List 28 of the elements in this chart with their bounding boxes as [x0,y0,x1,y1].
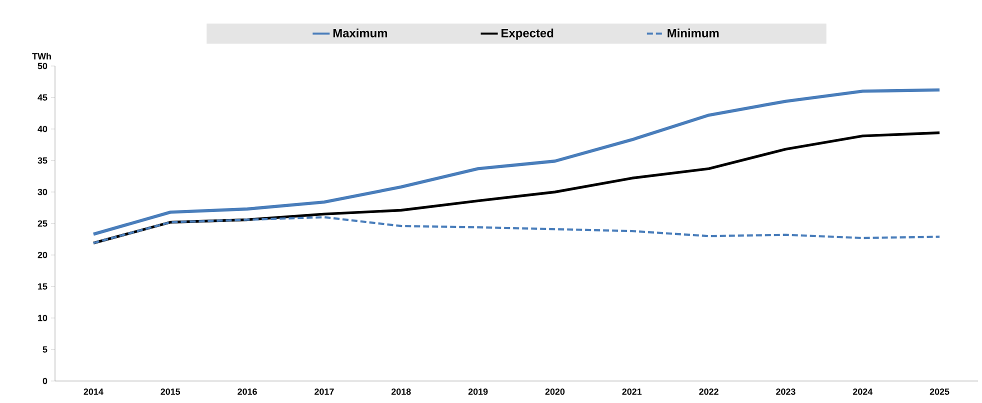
y-tick-label: 25 [38,220,48,227]
x-tick-label: 2022 [699,388,718,395]
x-tick-label: 2018 [391,388,411,395]
y-tick-label: 45 [38,94,48,101]
x-tick-label: 2021 [622,388,642,395]
x-tick-label: 2024 [852,388,873,395]
x-tick-label: 2015 [160,388,180,395]
y-tick-label: 15 [38,283,48,290]
x-tick-label: 2014 [84,388,104,395]
y-tick-label: 35 [38,157,48,164]
x-tick-label: 2016 [238,388,257,395]
y-tick-label: 0 [42,378,48,384]
y-tick-label: 20 [38,252,48,258]
x-tick-label: 2023 [776,388,796,395]
legend-label: Minimum [668,28,719,38]
legend-label: Expected [502,28,554,40]
y-tick-label: 50 [38,62,48,70]
legend-label: Maximum [333,28,388,38]
x-tick-label: 2019 [468,388,488,395]
x-tick-label: 2020 [545,388,565,395]
x-tick-label: 2017 [314,388,334,395]
y-axis-title: TWh [32,52,51,60]
y-tick-label: 10 [38,314,48,322]
x-tick-label: 2025 [930,388,950,395]
y-tick-label: 40 [38,126,48,132]
y-tick-label: 5 [42,346,48,353]
line-series [92,88,942,236]
y-tick-label: 30 [38,188,48,196]
